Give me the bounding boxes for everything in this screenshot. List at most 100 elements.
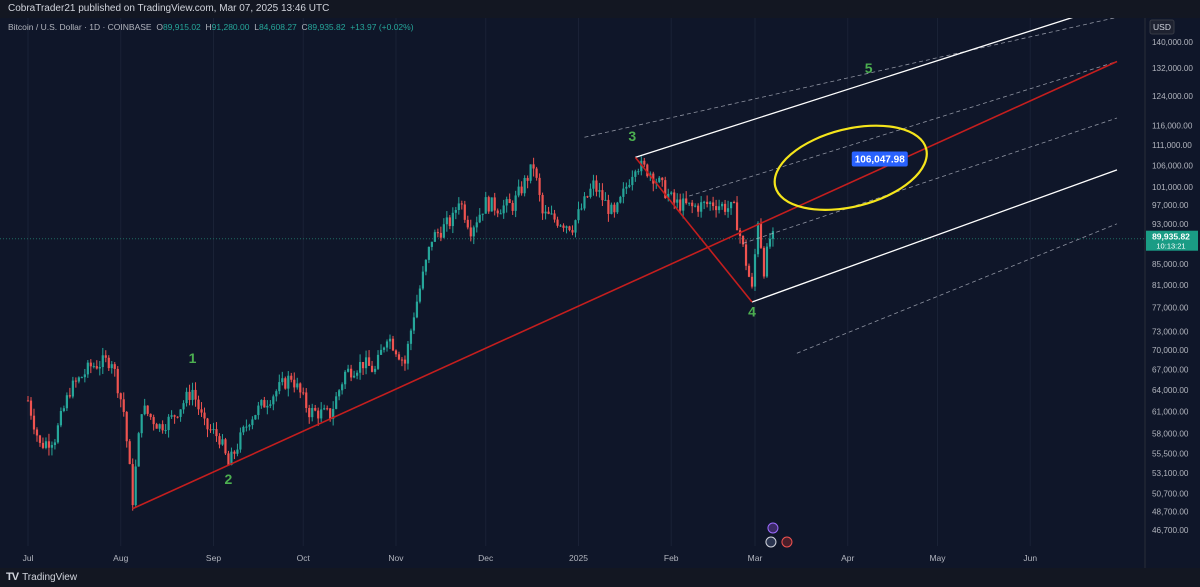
- candle-body: [729, 202, 733, 209]
- y-tick-label: 111,000.00: [1152, 141, 1192, 150]
- price-chart[interactable]: 106,047.98 1 2 3 4 5 USD 140,000.00 132,000.00 12…: [0, 12, 1200, 568]
- candle-body: [753, 254, 757, 287]
- candle-body: [332, 408, 335, 419]
- candle-body: [433, 232, 436, 242]
- candle-body: [475, 222, 478, 228]
- candle-body: [350, 368, 353, 378]
- candle-body: [397, 354, 401, 360]
- channel-lower-line: [751, 169, 1118, 303]
- candle-body: [765, 246, 769, 277]
- candle-body: [460, 203, 463, 205]
- wave-3-4-line: [634, 156, 753, 303]
- candle-body: [59, 410, 63, 426]
- candle-body: [311, 408, 314, 418]
- candle-body: [323, 408, 326, 410]
- candle-body: [418, 288, 422, 302]
- candle-body: [661, 177, 664, 181]
- candle-body: [317, 410, 320, 419]
- candle-body: [562, 225, 565, 228]
- candle-body: [305, 392, 308, 408]
- candle-body: [367, 357, 371, 366]
- y-tick-label: 61,000.00: [1152, 407, 1189, 416]
- candle-body: [71, 380, 74, 397]
- wave-label: 3: [628, 128, 636, 144]
- candle-body: [143, 405, 146, 415]
- candle-body: [320, 409, 323, 419]
- candle-body: [478, 214, 481, 223]
- candle-body: [424, 259, 428, 272]
- x-tick-label: Feb: [664, 553, 679, 563]
- x-tick-label: Jun: [1023, 553, 1037, 563]
- candle-body: [496, 210, 499, 214]
- tradingview-brand[interactable]: TV TradingView: [6, 571, 77, 583]
- candle-body: [290, 375, 293, 380]
- bottom-bar: TV TradingView: [0, 568, 1200, 587]
- candle-body: [266, 405, 269, 408]
- candle-body: [526, 177, 529, 181]
- top-bar: CobraTrader21 published on TradingView.c…: [0, 0, 1200, 19]
- y-tick-label: 85,000.00: [1152, 260, 1189, 269]
- candle-body: [355, 372, 359, 376]
- candle-body: [173, 415, 176, 417]
- candle-body: [553, 213, 556, 220]
- event-bolt-icon: [767, 522, 779, 534]
- candle-body: [35, 429, 39, 436]
- candle-body: [712, 202, 715, 207]
- candle-body: [619, 196, 622, 203]
- candle-body: [107, 357, 110, 369]
- candle-body: [768, 238, 772, 247]
- low-label: L: [254, 22, 259, 32]
- candle-body: [206, 418, 209, 430]
- candle-body: [284, 378, 287, 389]
- candle-body: [110, 364, 113, 369]
- candle-body: [664, 180, 667, 199]
- candle-body: [631, 176, 634, 186]
- candle-body: [454, 210, 457, 213]
- y-tick-label: 116,000.00: [1152, 122, 1193, 131]
- candle-body: [394, 350, 398, 355]
- candle-body: [583, 196, 586, 209]
- candle-body: [104, 355, 107, 358]
- candle-body: [326, 408, 329, 410]
- candle-body: [697, 205, 700, 212]
- candle-body: [361, 361, 365, 369]
- candle-body: [44, 441, 48, 448]
- publisher-caption: CobraTrader21 published on TradingView.c…: [8, 3, 330, 14]
- candle-body: [499, 213, 502, 215]
- event-flag-icon: [765, 536, 777, 548]
- trendline: [132, 60, 1118, 510]
- candle-body: [167, 416, 170, 431]
- candle-body: [502, 205, 505, 214]
- candle-body: [415, 301, 419, 318]
- chart-area[interactable]: 106,047.98 1 2 3 4 5 USD 140,000.00 132,000.00 12…: [0, 12, 1200, 568]
- candle-body: [308, 407, 311, 418]
- candle-body: [125, 411, 128, 442]
- candle-body: [514, 195, 517, 211]
- y-tick-label: 64,000.00: [1152, 386, 1189, 395]
- candle-body: [293, 379, 296, 388]
- candle-body: [625, 186, 628, 189]
- candle-body: [523, 177, 526, 194]
- candle-body: [149, 413, 152, 418]
- candle-body: [376, 354, 380, 369]
- candle-body: [601, 190, 604, 201]
- tradingview-logo-icon: TV: [6, 571, 19, 583]
- candle-body: [391, 338, 395, 351]
- close-label: C: [301, 22, 308, 32]
- candle-body: [80, 377, 83, 379]
- candle-body: [517, 186, 520, 196]
- candle-body: [676, 199, 679, 203]
- candle-body: [83, 374, 86, 378]
- candle-body: [688, 202, 691, 204]
- candle-body: [370, 365, 374, 372]
- candle-body: [442, 224, 445, 238]
- candle-body: [532, 164, 535, 169]
- y-tick-label: 73,000.00: [1152, 327, 1189, 336]
- candle-body: [616, 202, 619, 213]
- candle-body: [673, 192, 676, 203]
- candle-body: [29, 400, 33, 416]
- channel-dashed-line: [796, 223, 1118, 354]
- candle-body: [436, 232, 439, 234]
- candle-body: [586, 196, 589, 198]
- candle-body: [251, 419, 254, 426]
